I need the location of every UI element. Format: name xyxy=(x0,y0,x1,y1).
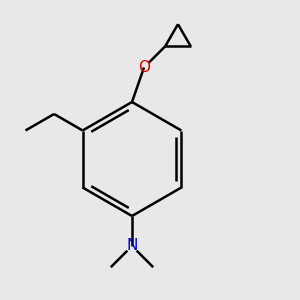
Text: N: N xyxy=(126,238,138,253)
Text: O: O xyxy=(138,60,150,75)
